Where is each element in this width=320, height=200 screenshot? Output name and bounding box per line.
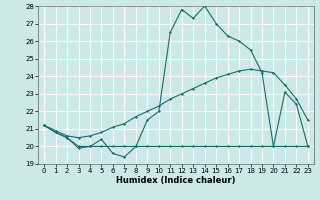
X-axis label: Humidex (Indice chaleur): Humidex (Indice chaleur) [116,176,236,185]
